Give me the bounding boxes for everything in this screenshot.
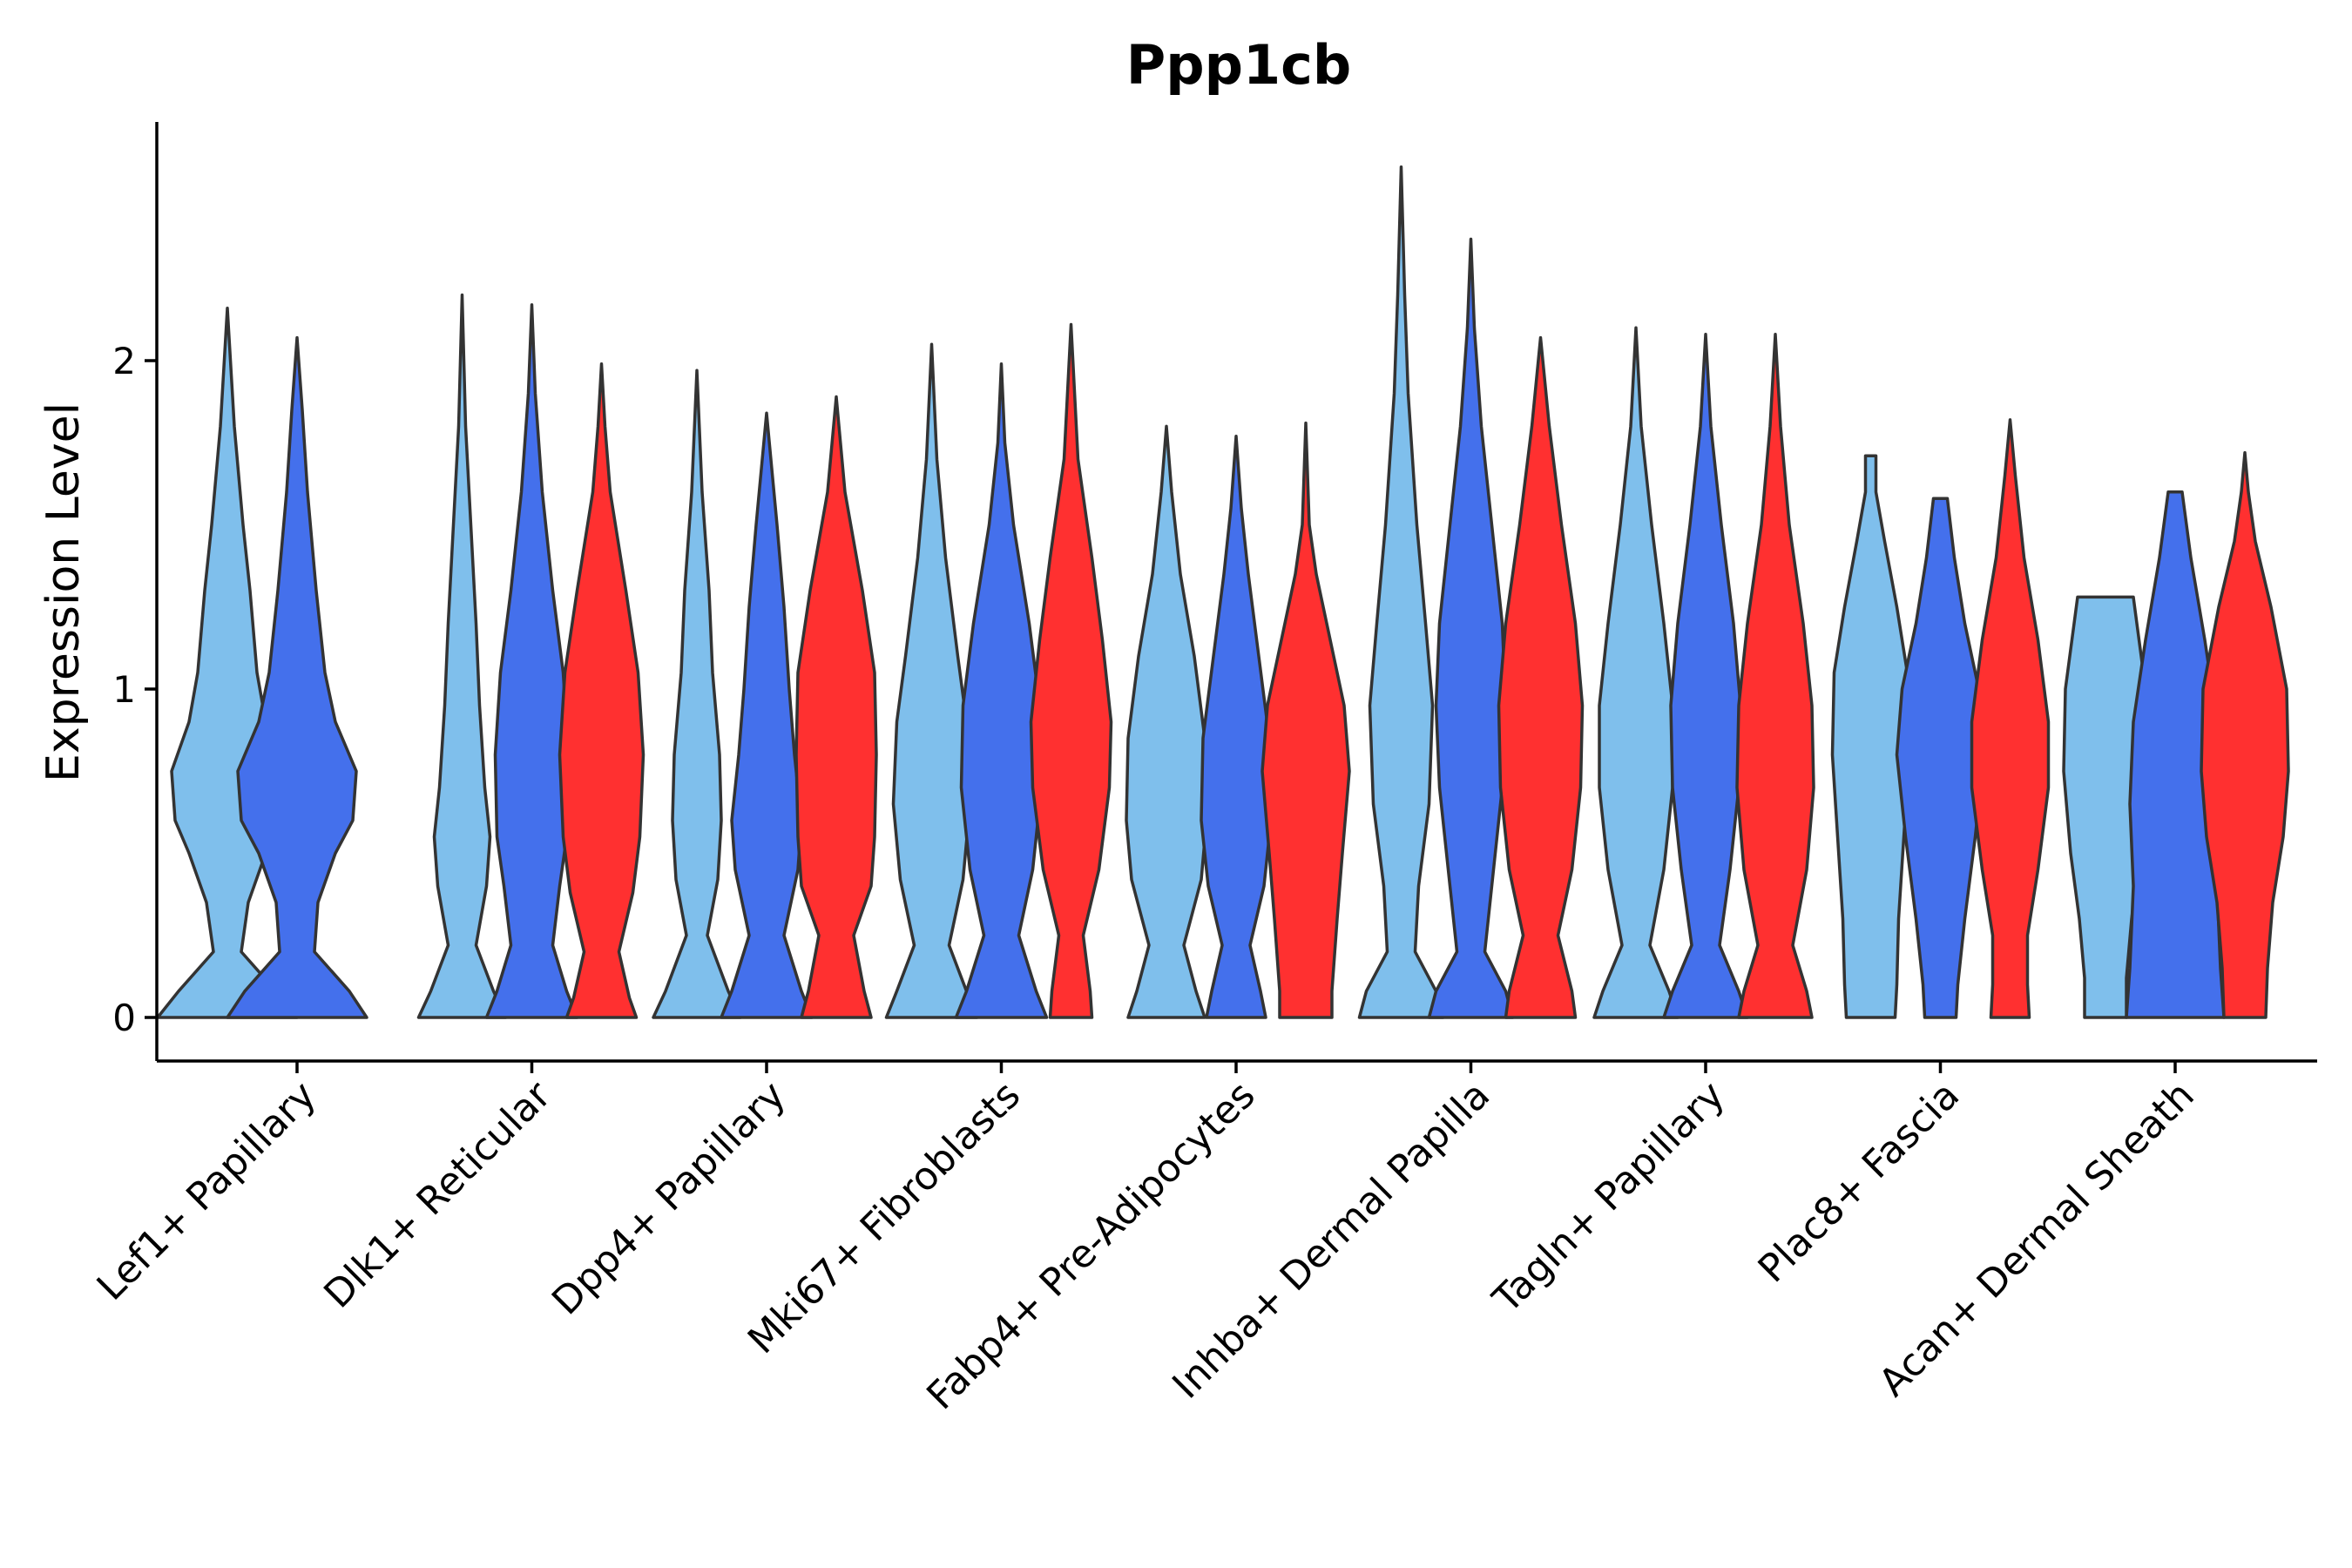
violin-2-group-1 [652,368,742,1019]
violin-1-group-2 [484,303,579,1019]
chart-title: Ppp1cb [1126,33,1351,97]
violin-3-group-3 [1029,322,1113,1019]
violin-6-group-3 [1735,333,1815,1019]
violin-8-group-3 [2200,450,2290,1019]
y-tick-label: 1 [112,668,136,711]
x-tick-label: Dlk1+ Reticular [315,1072,560,1317]
y-axis-label: Expression Level [37,402,90,782]
x-tick-label: Plac8+ Fascia [1750,1073,1969,1292]
violin-1-group-3 [558,362,645,1019]
violin-5-group-2 [1427,237,1515,1019]
violin-4-group-2 [1200,434,1273,1019]
violin-4-group-1 [1125,424,1208,1019]
violin-0-group-2 [226,335,368,1019]
x-tick-label: Tagln+ Papillary [1484,1073,1734,1322]
violin-2-group-3 [794,395,878,1019]
x-tick-label: Lef1+ Papillary [89,1073,325,1309]
violins-layer [156,165,2290,1019]
y-axis: 0 1 2 [112,122,159,1061]
violin-3-group-1 [884,342,979,1019]
violin-1-group-1 [416,293,508,1019]
violin-5-group-3 [1497,335,1585,1019]
violin-6-group-2 [1662,333,1749,1019]
x-tick-label: Dpp4+ Papillary [544,1073,794,1324]
violin-3-group-2 [954,362,1049,1019]
violin-7-group-3 [1970,418,2051,1019]
y-tick-label: 0 [112,997,136,1039]
violin-4-group-3 [1260,421,1351,1019]
y-tick-label: 2 [112,340,136,382]
violin-6-group-1 [1592,326,1680,1019]
violin-5-group-1 [1357,165,1445,1019]
